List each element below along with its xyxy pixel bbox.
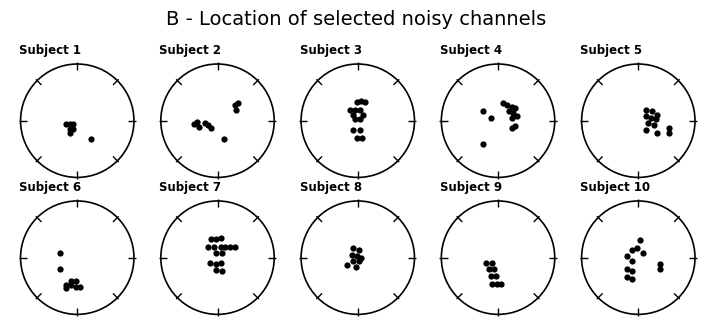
Text: Subject 7: Subject 7: [159, 182, 221, 194]
Text: B - Location of selected noisy channels: B - Location of selected noisy channels: [166, 10, 546, 29]
Text: Subject 3: Subject 3: [300, 45, 362, 57]
Text: Subject 1: Subject 1: [19, 45, 81, 57]
Text: Subject 8: Subject 8: [300, 182, 362, 194]
Text: Subject 6: Subject 6: [19, 182, 81, 194]
Text: Subject 2: Subject 2: [159, 45, 221, 57]
Text: Subject 5: Subject 5: [580, 45, 642, 57]
Text: Subject 9: Subject 9: [440, 182, 502, 194]
Text: Subject 10: Subject 10: [580, 182, 650, 194]
Text: Subject 4: Subject 4: [440, 45, 502, 57]
